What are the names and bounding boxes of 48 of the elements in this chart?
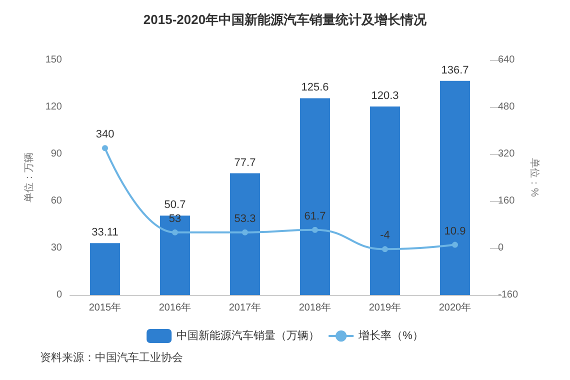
data-label: 53 xyxy=(168,212,182,225)
y2-tick-label: 320 xyxy=(498,148,516,160)
y-tick-label: 30 xyxy=(50,242,62,254)
point xyxy=(452,242,458,248)
legend-label: 中国新能源汽车销量（万辆） xyxy=(176,329,320,342)
x-tick-label: 2017年 xyxy=(228,302,262,314)
bar xyxy=(160,216,190,295)
y2-tick-label: 160 xyxy=(498,196,516,206)
bar xyxy=(370,106,400,295)
point xyxy=(312,226,318,233)
x-tick-label: 2016年 xyxy=(158,302,192,314)
y2-tick-label: 0 xyxy=(498,242,504,254)
data-label: 33.11 xyxy=(92,226,118,239)
y2-tick-label: 640 xyxy=(498,54,516,66)
point xyxy=(382,246,388,252)
legend-label: 增长率（%） xyxy=(358,329,424,342)
data-label: 340 xyxy=(96,128,114,141)
point xyxy=(102,145,108,152)
y-tick-label: 0 xyxy=(56,290,62,300)
data-label: 136.7 xyxy=(441,64,469,76)
x-tick-label: 2019年 xyxy=(368,302,402,314)
bar xyxy=(90,243,120,295)
y2-axis-title: 单位：% xyxy=(528,158,540,198)
data-label: 77.7 xyxy=(234,156,256,169)
y2-tick-label: -160 xyxy=(498,290,518,300)
y-tick-label: 60 xyxy=(50,196,62,206)
bar xyxy=(440,80,470,295)
y-tick-label: 90 xyxy=(50,148,62,160)
x-tick-label: 2020年 xyxy=(438,302,472,314)
y2-tick-label: 480 xyxy=(498,102,516,112)
bar xyxy=(300,98,330,295)
data-label: 125.6 xyxy=(301,82,329,94)
chart-title: 2015-2020年中国新能源汽车销量统计及增长情况 xyxy=(143,12,428,27)
bar xyxy=(230,173,260,295)
point xyxy=(172,229,178,236)
y-tick-label: 120 xyxy=(45,102,62,112)
data-label: 120.3 xyxy=(371,90,399,102)
y-tick-label: 150 xyxy=(45,54,62,66)
data-label: -4 xyxy=(380,230,390,242)
data-label: 50.7 xyxy=(164,199,186,212)
point xyxy=(242,229,248,236)
text: 资料来源：中国汽车工业协会 xyxy=(39,350,184,366)
data-label: 53.3 xyxy=(234,212,256,225)
data-label: 61.7 xyxy=(304,210,326,222)
x-tick-label: 2018年 xyxy=(298,302,332,314)
data-label: 10.9 xyxy=(444,225,466,238)
x-tick-label: 2015年 xyxy=(88,302,122,314)
y-axis-title: 单位：万辆 xyxy=(22,152,35,202)
